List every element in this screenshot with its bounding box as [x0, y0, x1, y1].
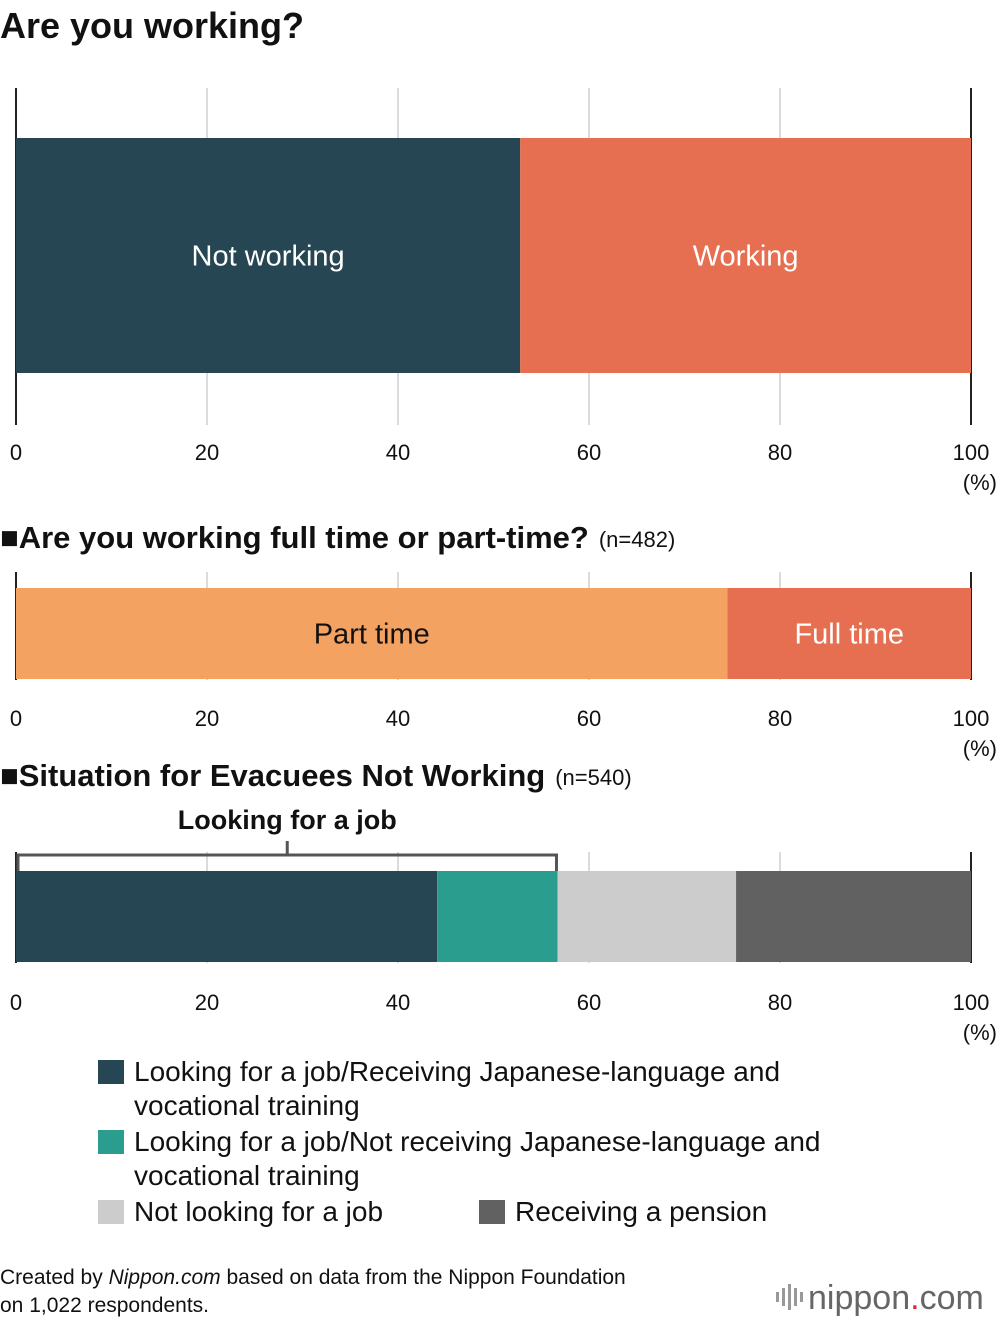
chart-3-tick-0: 0	[10, 990, 22, 1015]
chart-1-tick-40: 40	[386, 440, 410, 465]
chart-3-title: ■Situation for Evacuees Not Working	[0, 758, 545, 793]
legend-label-1-line-2: vocational training	[134, 1090, 360, 1121]
chart-2-tick-0: 0	[10, 706, 22, 731]
chart-2-bar-label-2: Full time	[794, 619, 904, 651]
chart-2-bar-1	[16, 588, 728, 679]
chart-3-bar-3	[557, 871, 737, 962]
logo-wave-icon	[788, 1284, 791, 1310]
chart-3-bar-1	[16, 871, 438, 962]
chart-3-tick-60: 60	[577, 990, 601, 1015]
chart-3-tick-40: 40	[386, 990, 410, 1015]
legend-label-1-line-1: Looking for a job/Receiving Japanese-lan…	[134, 1056, 780, 1087]
legend-label-2-line-2: vocational training	[134, 1160, 360, 1191]
chart-1-bar-1	[16, 138, 521, 373]
logo-wave-icon	[776, 1292, 779, 1302]
chart-3-unit-label: (%)	[963, 1020, 997, 1045]
chart-1-bar-2	[520, 138, 971, 373]
chart-1-tick-0: 0	[10, 440, 22, 465]
chart-1-bar-label-2: Working	[693, 241, 799, 273]
chart-3-tick-20: 20	[195, 990, 219, 1015]
chart-2-n-label: (n=482)	[599, 527, 675, 552]
looking-for-job-bracket	[16, 853, 558, 871]
chart-1-tick-20: 20	[195, 440, 219, 465]
footer-credit-line-2: on 1,022 respondents.	[0, 1294, 209, 1317]
legend-swatch-4	[479, 1200, 505, 1224]
chart-2-tick-80: 80	[768, 706, 792, 731]
logo-wave-icon	[794, 1288, 797, 1306]
chart-2-title: ■Are you working full time or part-time?	[0, 520, 589, 555]
chart-1-title: Are you working?	[0, 5, 304, 46]
legend-label-2-line-1: Looking for a job/Not receiving Japanese…	[134, 1126, 820, 1157]
chart-2-tick-60: 60	[577, 706, 601, 731]
logo-wave-icon	[782, 1288, 785, 1306]
nippon-logo: nippon.com	[808, 1279, 984, 1317]
chart-1-tick-60: 60	[577, 440, 601, 465]
chart-1-tick-80: 80	[768, 440, 792, 465]
chart-2-tick-100: 100	[953, 706, 990, 731]
legend-label-4-line-1: Receiving a pension	[515, 1196, 767, 1227]
legend-swatch-3	[98, 1200, 124, 1224]
chart-1-unit-label: (%)	[963, 470, 997, 495]
chart-1-tick-100: 100	[953, 440, 990, 465]
chart-3-bar-4	[736, 871, 971, 962]
chart-2-bar-label-1: Part time	[314, 619, 430, 651]
chart-3-bar-2	[437, 871, 558, 962]
chart-1-bar-label-1: Not working	[192, 241, 345, 273]
chart-2-unit-label: (%)	[963, 736, 997, 761]
chart-2-bar-2	[727, 588, 971, 679]
legend-swatch-1	[98, 1060, 124, 1084]
looking-for-job-label: Looking for a job	[178, 805, 397, 835]
chart-3-tick-100: 100	[953, 990, 990, 1015]
chart-3-tick-80: 80	[768, 990, 792, 1015]
legend-swatch-2	[98, 1130, 124, 1154]
legend-label-3-line-1: Not looking for a job	[134, 1196, 383, 1227]
chart-3-n-label: (n=540)	[555, 765, 631, 790]
chart-2-tick-40: 40	[386, 706, 410, 731]
logo-wave-icon	[800, 1292, 803, 1302]
footer-credit-line-1: Created by Nippon.com based on data from…	[0, 1266, 626, 1289]
chart-2-tick-20: 20	[195, 706, 219, 731]
